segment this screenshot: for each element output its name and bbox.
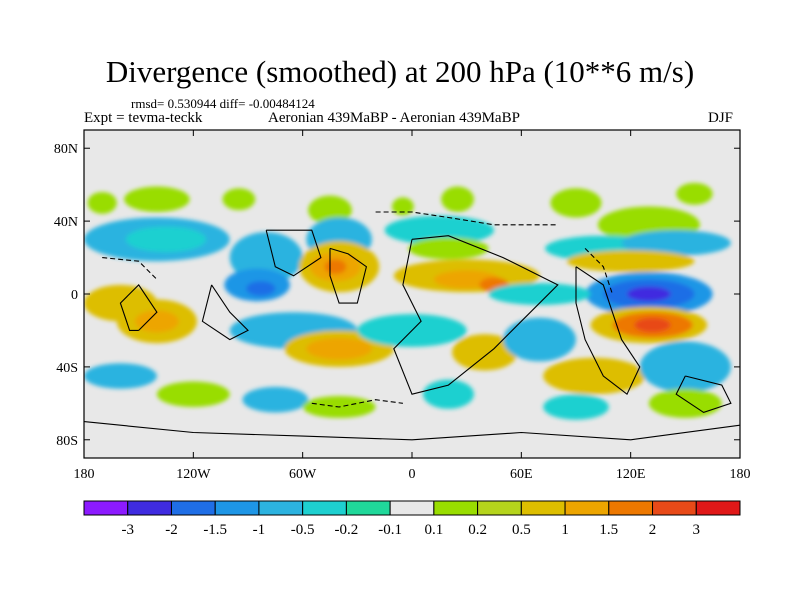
axis-ticks: 80N 40N 0 40S 80S 180 120W 60W 0 60E 120E 180 <box>54 130 751 482</box>
lat-tick-label: 80S <box>56 434 78 449</box>
comparison-label: Aeronian 439MaBP - Aeronian 439MaBP <box>268 110 520 126</box>
lon-tick-label: 180 <box>74 467 95 482</box>
colorbar-swatch <box>477 500 522 516</box>
contour-region <box>391 197 414 216</box>
contour-region <box>242 386 309 413</box>
colorbar-swatch <box>258 500 304 516</box>
experiment-label: Expt = tevma-teckk <box>84 110 203 126</box>
contour-region <box>543 357 646 395</box>
lat-tick-label: 80N <box>54 142 78 157</box>
coastline <box>102 257 158 280</box>
lon-tick-label: 60E <box>510 467 533 482</box>
colorbar-label: -1 <box>253 522 266 538</box>
colorbar-label: -0.2 <box>335 522 359 538</box>
contour-region <box>246 281 276 296</box>
contour-region <box>441 186 474 212</box>
colorbar-swatch <box>170 500 216 516</box>
stats-label: rmsd= 0.530944 diff= -0.00484124 <box>131 96 315 111</box>
coastline <box>575 266 641 396</box>
contour-region <box>408 237 489 260</box>
colorbar-label: 0.2 <box>468 522 487 538</box>
colorbar-swatch <box>695 500 741 516</box>
colorbar-swatch <box>389 500 435 516</box>
colorbar-label: -0.1 <box>378 522 402 538</box>
contour-region <box>648 388 722 418</box>
contour-region <box>676 182 713 205</box>
colorbar-swatch <box>608 500 654 516</box>
contour-region <box>384 215 495 245</box>
contour-region <box>308 195 352 225</box>
coastline <box>119 284 158 331</box>
colorbar-swatch <box>345 500 391 516</box>
contour-region <box>627 286 671 302</box>
contour-region <box>550 188 602 218</box>
colorbar-label: 0.5 <box>512 522 531 538</box>
coastlines <box>84 211 740 441</box>
contour-region <box>125 226 207 253</box>
lon-tick-label: 60W <box>289 467 317 482</box>
contour-region <box>324 259 347 274</box>
colorbar-label: 0.1 <box>424 522 443 538</box>
lat-tick-label: 40N <box>54 215 78 230</box>
lat-tick-label: 0 <box>71 288 78 303</box>
contour-region <box>135 310 179 333</box>
plot-title: Divergence (smoothed) at 200 hPa (10**6 … <box>105 54 695 89</box>
divergence-field <box>84 182 731 420</box>
lon-tick-label: 0 <box>409 467 416 482</box>
contour-region <box>634 317 671 333</box>
coastline <box>329 247 368 304</box>
colorbar-label: 2 <box>649 522 657 538</box>
colorbar-swatch <box>652 500 697 516</box>
lat-tick-label: 40S <box>56 361 78 376</box>
colorbar-swatch <box>564 500 610 516</box>
contour-region <box>621 230 731 256</box>
colorbar-swatch <box>433 500 479 516</box>
colorbar-label: -0.5 <box>291 522 315 538</box>
coastline <box>84 421 740 441</box>
coastline <box>584 248 613 295</box>
colorbar-swatch <box>83 500 129 516</box>
colorbar-swatch <box>214 500 260 516</box>
colorbar-label: 3 <box>693 522 701 538</box>
lon-tick-label: 120E <box>616 467 646 482</box>
contour-region <box>124 186 190 212</box>
colorbar-label: -3 <box>121 522 134 538</box>
contour-region <box>503 317 576 362</box>
contour-region <box>566 250 695 273</box>
season-label: DJF <box>708 110 734 126</box>
colorbar-label: 1 <box>561 522 569 538</box>
colorbar-label: 1.5 <box>599 522 618 538</box>
contour-region <box>156 381 230 407</box>
contour-region <box>452 334 518 371</box>
contour-region <box>639 341 731 393</box>
lon-tick-label: 180 <box>730 467 751 482</box>
contour-region <box>422 379 474 409</box>
contour-region <box>84 363 157 389</box>
coastline <box>265 229 322 277</box>
coastline <box>675 375 732 414</box>
colorbar: -3 -2 -1.5 -1 -0.5 -0.2 -0.1 0.1 0.2 0.5 1 1.5 2 3 <box>83 500 741 538</box>
contour-region <box>488 283 591 305</box>
coastline <box>393 235 559 395</box>
colorbar-label: -2 <box>165 522 178 538</box>
colorbar-swatch <box>127 500 172 516</box>
colorbar-swatch <box>302 500 347 516</box>
coastline <box>375 211 558 226</box>
contour-region <box>543 394 609 420</box>
contour-region <box>87 191 117 214</box>
contour-region <box>222 188 256 211</box>
colorbar-label: -1.5 <box>203 522 227 538</box>
colorbar-swatch <box>520 500 566 516</box>
contour-region <box>306 337 372 360</box>
coastline <box>201 284 249 341</box>
lon-tick-label: 120W <box>176 467 211 482</box>
